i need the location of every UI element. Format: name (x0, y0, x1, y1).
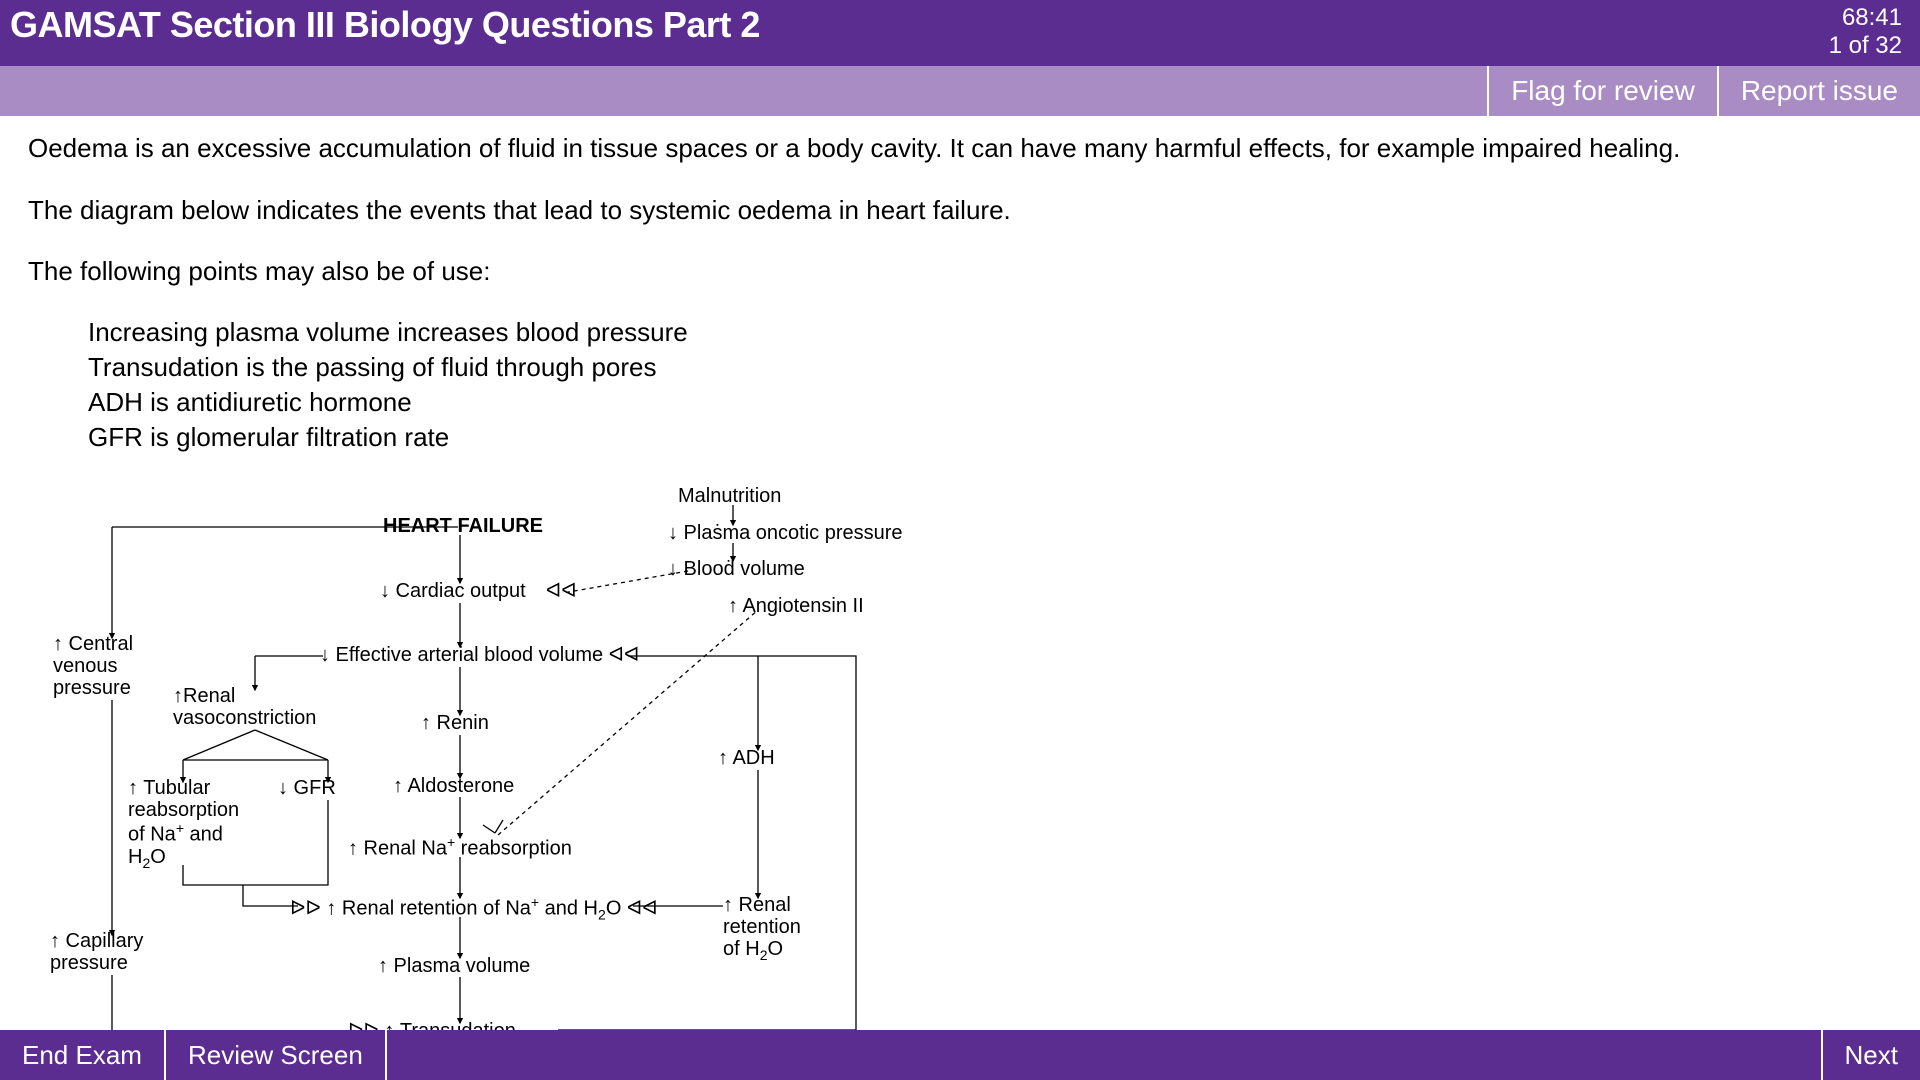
diagram-node-heart_failure: HEART FAILURE (383, 515, 543, 537)
diagram-node-blood_volume: ↓ Blooḋ volume (668, 558, 805, 580)
paragraph-2: The diagram below indicates the events t… (28, 192, 1892, 230)
diagram-node-plasma_oncotic: ↓ Plaṡma oncotic pressure (668, 522, 903, 544)
flag-for-review-button[interactable]: Flag for review (1487, 66, 1717, 116)
next-button[interactable]: Next (1821, 1030, 1920, 1080)
diagram-node-renal_ret_h2o: ↑ Renalretentionof H2O (723, 894, 801, 963)
diagram-node-tubular: ↑ Tubularreabsorptionof Na+ andH2O (128, 777, 239, 871)
diagram-node-capillary: ↑ Capillarypressure (50, 930, 143, 974)
report-issue-button[interactable]: Report issue (1717, 66, 1920, 116)
bullet-points: Increasing plasma volume increases blood… (88, 315, 1892, 455)
paragraph-3: The following points may also be of use: (28, 253, 1892, 291)
diagram-node-adh: ↑ ADH (718, 747, 775, 769)
diagram-node-renal_ret_nah2o: ᐅᐅ ↑ Renal retention of Na+ and H2O ᐊᐊ (290, 895, 658, 923)
point-4: GFR is glomerular filtration rate (88, 420, 1892, 455)
diagram-node-central_venous: ↑ Centralvenouspressure (53, 633, 133, 699)
question-content: Oedema is an excessive accumulation of f… (0, 116, 1920, 1079)
review-screen-button[interactable]: Review Screen (166, 1030, 387, 1080)
timer: 68:41 (1829, 4, 1902, 32)
page-title: GAMSAT Section III Biology Questions Par… (10, 4, 760, 46)
diagram-node-aldosterone: ↑ Aldosterone (393, 775, 514, 797)
header-status: 68:41 1 of 32 (1829, 4, 1902, 59)
diagram-node-renal_na_reab: ↑ Renal Na+ reabsorption (348, 835, 572, 860)
flowchart-diagram: HEART FAILUREMalnutrition↓ Plaṡma oncoti… (28, 475, 898, 1065)
paragraph-1: Oedema is an excessive accumulation of f… (28, 130, 1892, 168)
end-exam-button[interactable]: End Exam (0, 1030, 166, 1080)
diagram-node-gfr: ↓ GFR (278, 777, 336, 799)
diagram-node-cardiac_output: ↓ Cardiac output ⠀ᐊᐊ (380, 580, 577, 602)
point-3: ADH is antidiuretic hormone (88, 385, 1892, 420)
sub-toolbar: Flag for review Report issue (0, 66, 1920, 116)
footer-bar: End Exam Review Screen Next (0, 1030, 1920, 1080)
diagram-node-plasma_volume: ↑ Plasma volume (378, 955, 530, 977)
diagram-node-renal_vaso: ↑Renalvasoconstriction (173, 685, 316, 729)
progress-counter: 1 of 32 (1829, 32, 1902, 60)
diagram-node-angiotensin: ↑ Angiotensin II (728, 595, 864, 617)
diagram-node-eff_blood_vol: ↓ Effective arterial blood volume ᐊᐊ (320, 644, 639, 666)
point-1: Increasing plasma volume increases blood… (88, 315, 1892, 350)
diagram-node-renin: ↑ Renin (421, 712, 489, 734)
header-bar: GAMSAT Section III Biology Questions Par… (0, 0, 1920, 66)
point-2: Transudation is the passing of fluid thr… (88, 350, 1892, 385)
diagram-node-malnutrition: Malnutrition (678, 485, 781, 507)
